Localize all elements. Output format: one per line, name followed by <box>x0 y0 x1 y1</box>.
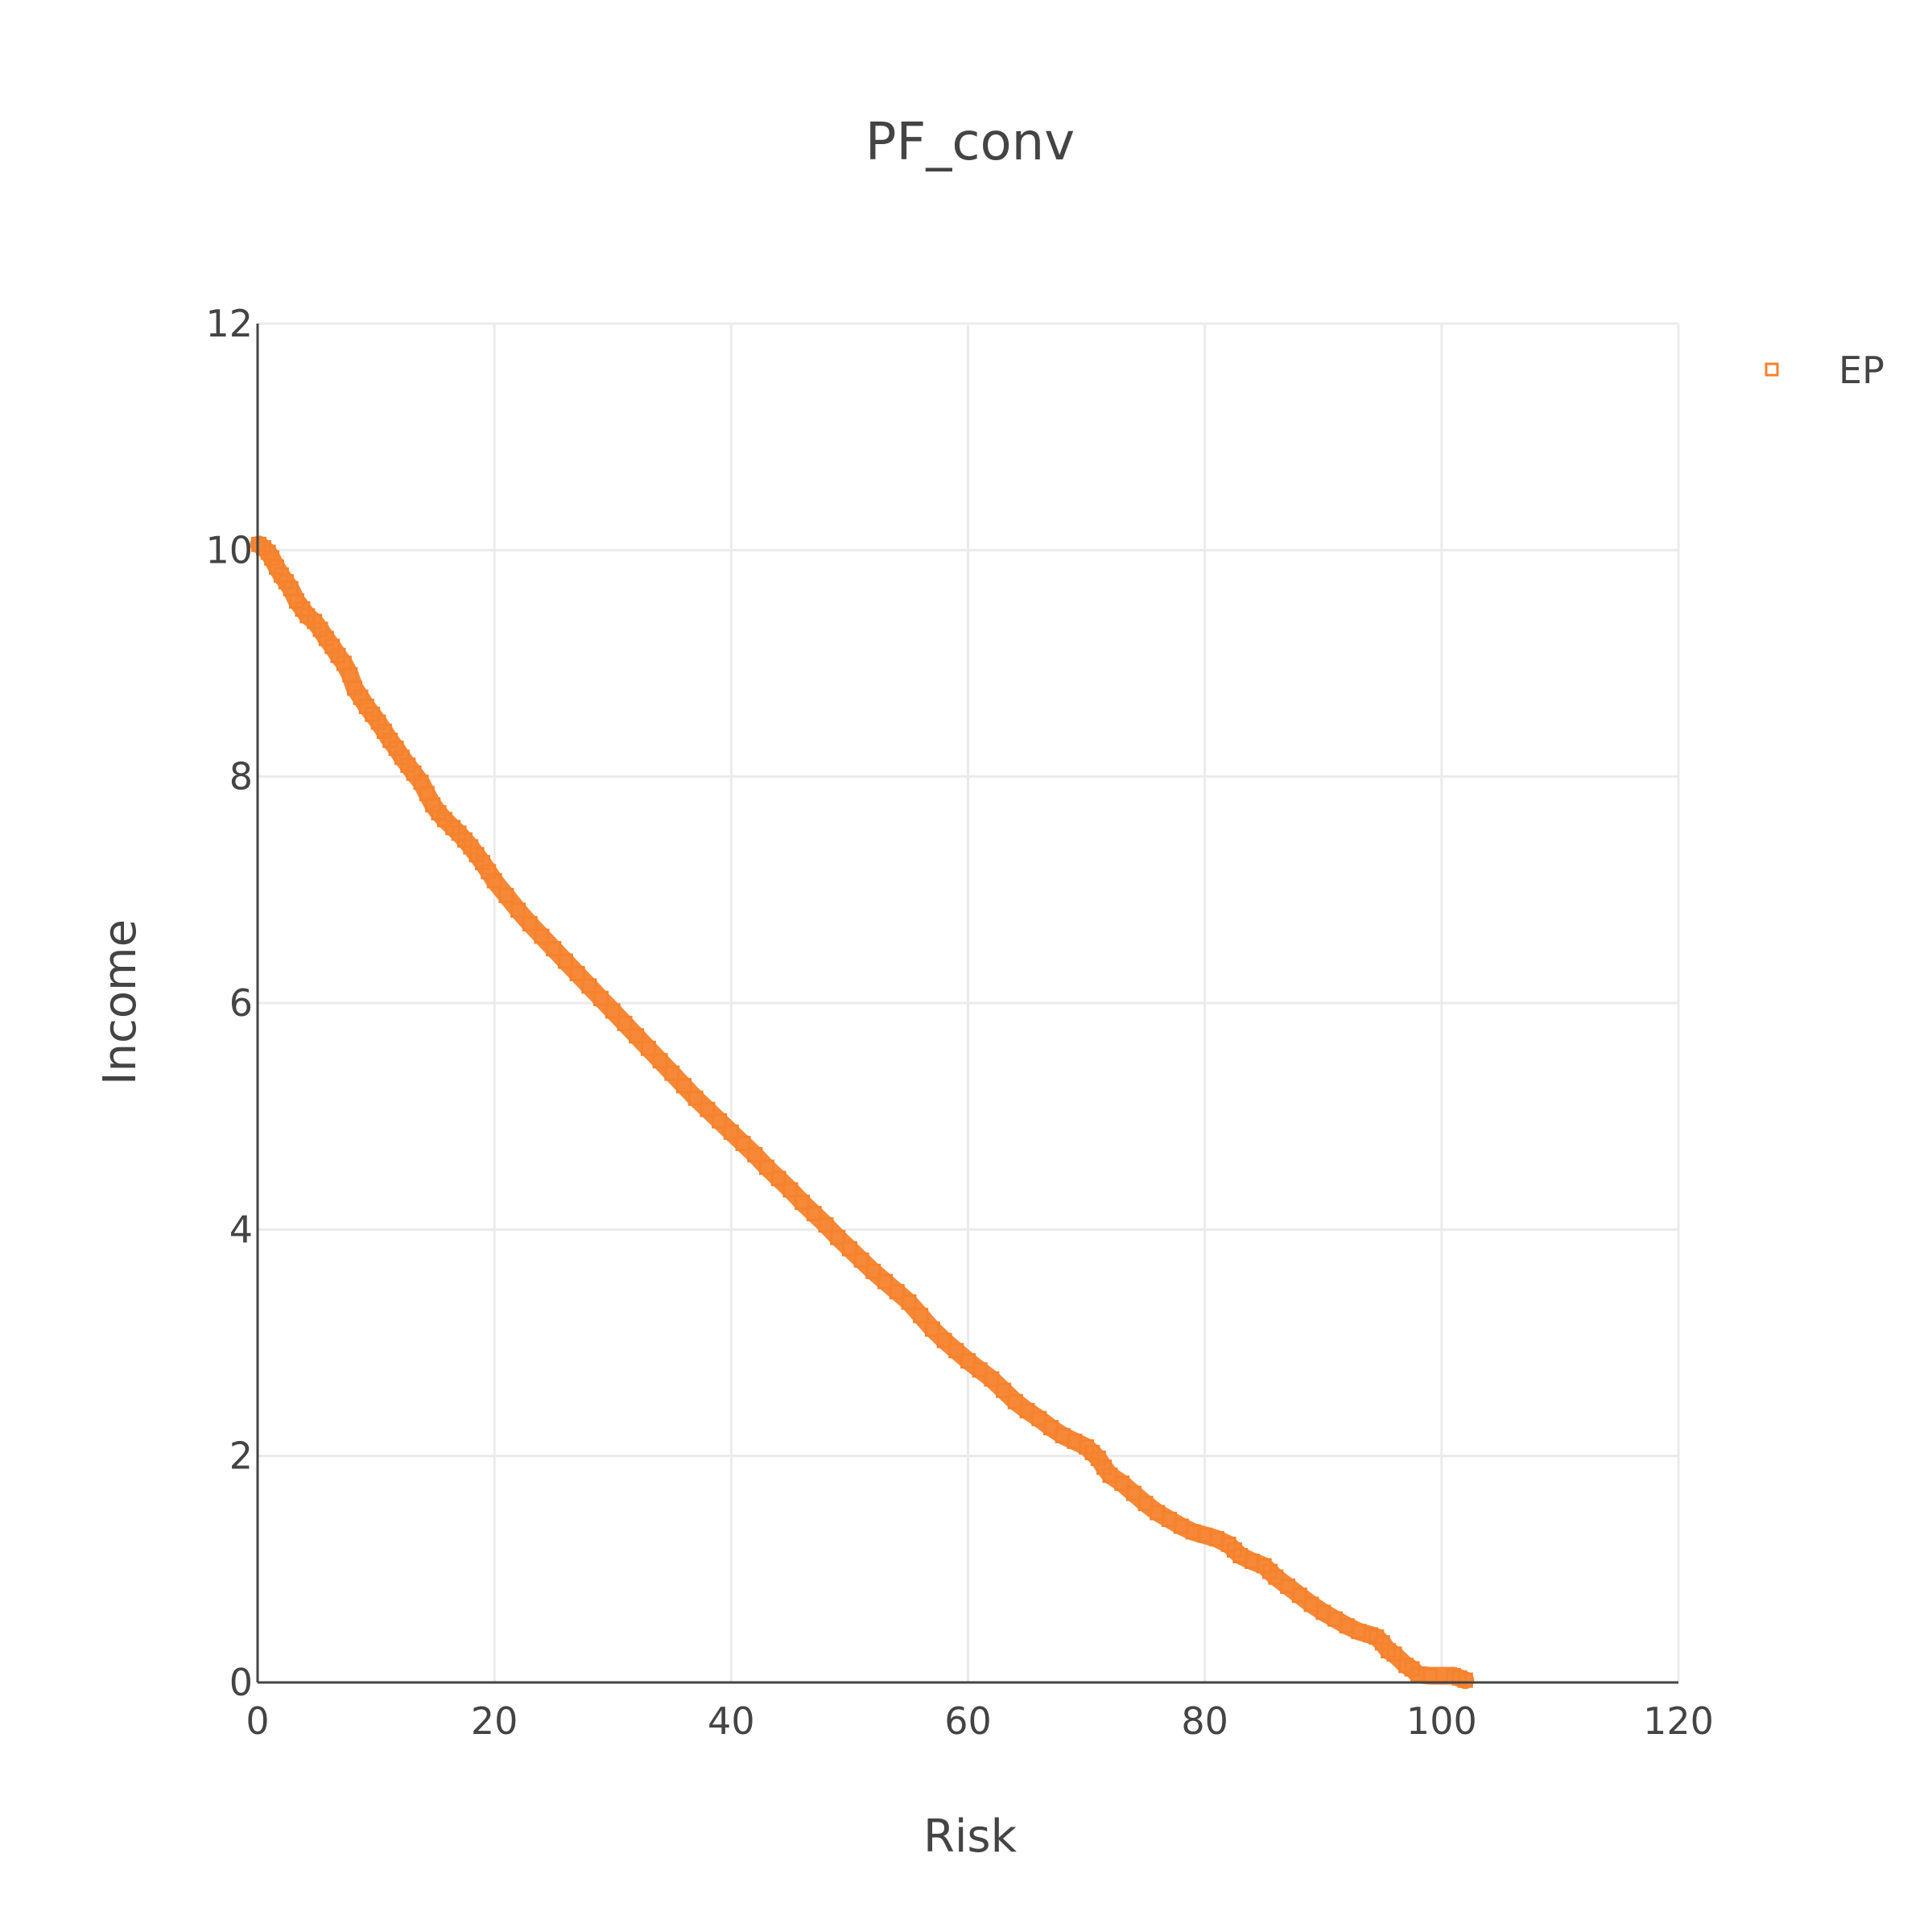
x-tick-label: 20 <box>471 1699 518 1743</box>
data-point <box>901 1294 917 1310</box>
y-tick-label: 0 <box>229 1661 253 1704</box>
data-point <box>1102 1468 1118 1484</box>
x-axis-title: Risk <box>923 1810 1018 1863</box>
data-point <box>1019 1402 1035 1418</box>
data-point <box>640 1040 656 1056</box>
data-point <box>889 1284 905 1300</box>
data-point <box>1268 1569 1284 1585</box>
series-line-ep <box>250 535 1475 1690</box>
data-point <box>522 916 538 931</box>
series-ep-points <box>250 535 1475 1690</box>
data-point <box>924 1321 940 1337</box>
data-point <box>676 1078 691 1094</box>
data-point <box>759 1159 774 1175</box>
data-point <box>581 978 597 994</box>
y-tick-label: 12 <box>205 302 253 345</box>
data-point <box>723 1124 739 1140</box>
data-point <box>936 1332 952 1348</box>
data-point <box>436 811 452 828</box>
data-point <box>747 1147 763 1162</box>
data-point <box>617 1015 633 1031</box>
data-point <box>264 550 280 566</box>
y-tick-label: 8 <box>229 755 253 799</box>
data-point <box>795 1195 811 1211</box>
data-point <box>569 965 585 981</box>
data-point <box>546 941 562 956</box>
data-point <box>1291 1587 1307 1604</box>
grid-lines <box>258 322 1680 1682</box>
data-point <box>629 1028 645 1044</box>
y-tick-label: 10 <box>205 528 253 572</box>
tick-labels: 0 20 40 60 80 100 120 0 2 4 6 8 10 12 <box>205 302 1713 1743</box>
data-point <box>687 1090 704 1106</box>
data-point <box>865 1263 881 1279</box>
data-point <box>830 1229 846 1245</box>
data-point <box>557 953 573 969</box>
data-point <box>853 1252 869 1268</box>
data-point <box>664 1065 680 1081</box>
y-tick-label: 6 <box>229 981 253 1025</box>
data-point <box>269 559 284 575</box>
data-point <box>712 1113 728 1129</box>
data-point <box>1125 1485 1141 1501</box>
data-point <box>498 887 514 903</box>
legend-label-ep: EP <box>1839 349 1885 392</box>
data-point <box>960 1353 976 1368</box>
x-tick-label: 40 <box>708 1699 755 1743</box>
legend[interactable]: EP <box>1765 349 1885 392</box>
data-point <box>652 1053 668 1069</box>
data-point <box>913 1307 929 1323</box>
data-point <box>841 1241 857 1257</box>
axes <box>256 324 1678 1684</box>
x-tick-label: 100 <box>1406 1699 1477 1743</box>
x-tick-label: 60 <box>944 1699 992 1743</box>
data-point <box>1043 1420 1059 1435</box>
data-point <box>1457 1672 1473 1688</box>
chart-title: PF_conv <box>865 113 1075 172</box>
x-tick-label: 0 <box>246 1699 269 1743</box>
data-point <box>1280 1578 1296 1594</box>
data-point <box>593 990 609 1006</box>
y-tick-label: 4 <box>229 1208 253 1251</box>
data-point <box>770 1170 786 1187</box>
data-point <box>1007 1393 1023 1410</box>
y-tick-label: 2 <box>229 1435 253 1478</box>
data-point <box>510 902 526 919</box>
data-point <box>782 1182 799 1198</box>
data-point <box>818 1217 834 1233</box>
legend-marker-ep <box>1765 362 1779 377</box>
data-point <box>735 1135 751 1151</box>
x-tick-label: 80 <box>1181 1699 1228 1743</box>
data-point <box>972 1362 988 1378</box>
x-tick-label: 120 <box>1643 1699 1714 1743</box>
data-point <box>1386 1646 1402 1662</box>
y-axis-title: Income <box>94 919 147 1085</box>
data-point <box>996 1382 1012 1398</box>
data-point <box>1137 1496 1154 1512</box>
data-point <box>1303 1596 1319 1612</box>
data-point <box>984 1371 1000 1387</box>
data-point <box>806 1206 822 1222</box>
data-point <box>486 873 502 889</box>
data-point <box>1031 1410 1047 1426</box>
data-point <box>1114 1475 1130 1491</box>
data-point <box>700 1101 716 1117</box>
data-point <box>605 1003 621 1019</box>
data-point <box>948 1343 964 1359</box>
data-point <box>877 1274 893 1290</box>
data-point <box>534 928 550 944</box>
